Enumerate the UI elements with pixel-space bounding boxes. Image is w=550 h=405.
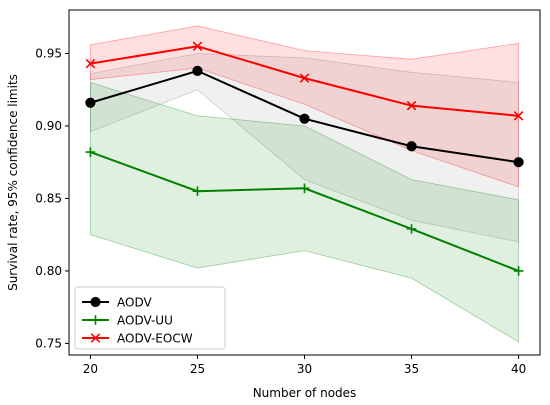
aodv-eocw-point: [192, 41, 203, 52]
legend-marker-aodv-eocw: [90, 333, 101, 343]
aodv-eocw-point: [406, 100, 417, 111]
aodv-confidence-band: [90, 53, 519, 243]
series-markers: [85, 41, 524, 276]
aodv-eocw-point: [85, 58, 96, 69]
y-tick-label: 0.85: [35, 191, 62, 205]
aodv-uu-point: [299, 183, 310, 194]
y-axis-label: Survival rate, 95% confidence limits: [6, 74, 20, 291]
aodv-point: [406, 141, 417, 152]
legend-label-aodv: AODV: [117, 296, 152, 310]
aodv-uu-confidence-band: [90, 81, 519, 343]
x-tick-label: 20: [83, 362, 98, 376]
aodv-uu-point: [192, 186, 203, 196]
x-tick-label: 30: [297, 362, 312, 376]
y-tick-label: 0.75: [35, 336, 62, 350]
legend-box: [74, 286, 226, 350]
aodv-eocw-point: [299, 73, 310, 83]
aodv-uu-point: [406, 224, 417, 234]
y-tick-label: 0.80: [35, 264, 62, 278]
aodv-uu-point: [513, 266, 524, 276]
aodv-eocw-point: [513, 111, 524, 121]
aodv-point: [85, 97, 96, 108]
x-tick-label: 40: [511, 362, 526, 376]
legend: AODV AODV-UU AODV-EOCW: [74, 286, 226, 350]
aodv-point: [299, 113, 310, 124]
axes: 20 25 30 35 40 0.75 0.80 0.85 0.90 0.95: [35, 9, 541, 376]
legend-label-aodv-uu: AODV-UU: [117, 314, 173, 328]
legend-label-aodv-eocw: AODV-EOCW: [117, 332, 193, 346]
y-tick-label: 0.90: [35, 119, 62, 133]
aodv-uu-point: [85, 147, 96, 157]
legend-marker-aodv: [90, 296, 101, 308]
aodv-point: [513, 157, 524, 168]
legend-marker-aodv-uu: [90, 315, 101, 325]
y-tick-label: 0.95: [35, 46, 62, 60]
x-axis-label: Number of nodes: [253, 386, 357, 400]
aodv-point: [192, 65, 203, 76]
x-tick-label: 35: [404, 362, 419, 376]
x-tick-label: 25: [190, 362, 205, 376]
